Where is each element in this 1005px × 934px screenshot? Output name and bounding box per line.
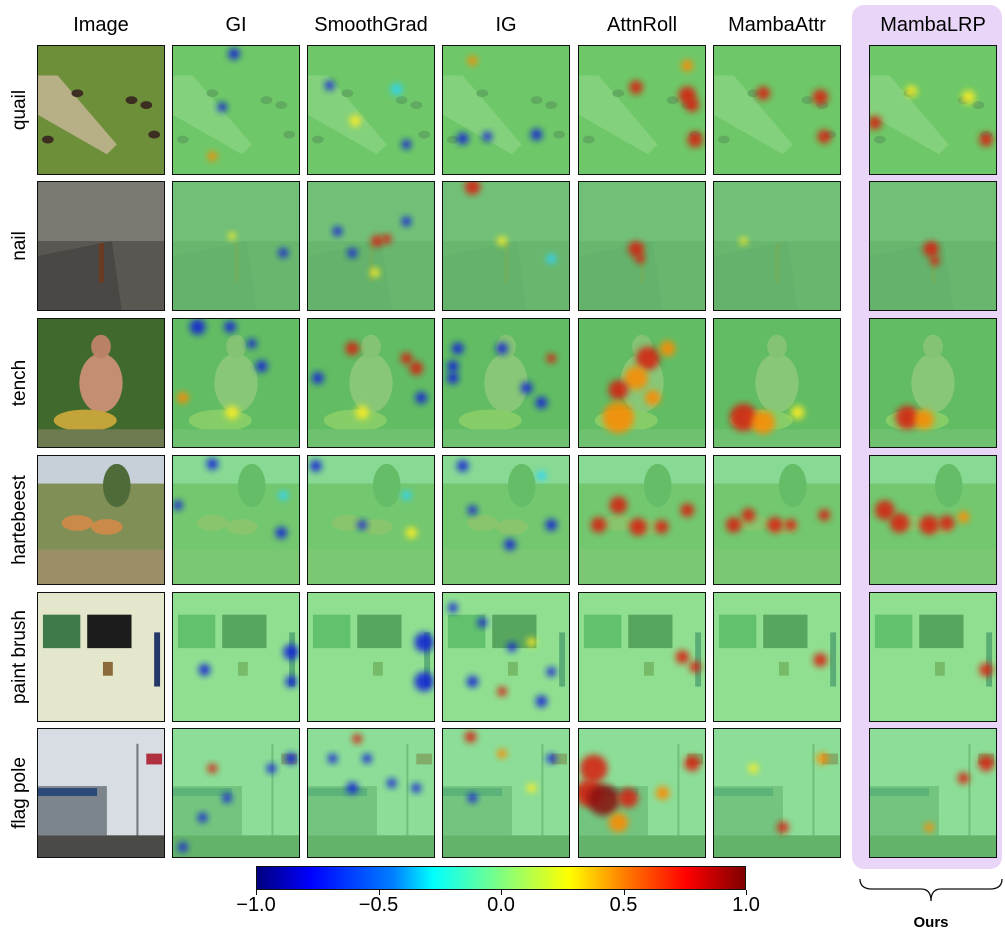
attribution-heatmap <box>307 455 435 585</box>
attribution-heatmap <box>869 728 997 858</box>
attribution-heatmap <box>442 455 570 585</box>
attribution-heatmap <box>442 592 570 722</box>
attribution-heatmap <box>578 455 706 585</box>
attribution-heatmap <box>713 318 841 448</box>
colorbar-tick <box>746 890 747 895</box>
row-label: nail <box>9 231 30 261</box>
input-image-hartebeest <box>37 455 165 585</box>
attribution-heatmap <box>442 318 570 448</box>
colorbar-tick-label: 0.5 <box>609 894 638 916</box>
attribution-heatmap <box>869 318 997 448</box>
attribution-heatmap <box>869 45 997 175</box>
colorbar-tick-label: −1.0 <box>236 894 276 916</box>
attribution-heatmap <box>713 728 841 858</box>
column-header: AttnRoll <box>606 14 678 36</box>
column-header: Image <box>73 14 129 36</box>
colorbar <box>256 866 746 890</box>
colorbar-tick <box>501 890 502 895</box>
attribution-heatmap <box>869 181 997 311</box>
attribution-heatmap <box>578 45 706 175</box>
input-image-flag-pole <box>37 728 165 858</box>
row-label: flag pole <box>9 757 30 829</box>
attribution-heatmap <box>442 728 570 858</box>
attribution-heatmap <box>307 592 435 722</box>
row-label: paint brush <box>9 609 30 705</box>
attribution-heatmap <box>307 181 435 311</box>
attribution-heatmap <box>869 455 997 585</box>
attribution-heatmap <box>307 318 435 448</box>
colorbar-tick <box>256 890 257 895</box>
attribution-heatmap <box>307 728 435 858</box>
colorbar-tick-label: 1.0 <box>732 894 760 916</box>
attribution-heatmap <box>172 592 300 722</box>
column-header: MambaAttr <box>728 14 826 36</box>
attribution-heatmap <box>172 728 300 858</box>
colorbar-tick-label: −0.5 <box>358 894 399 916</box>
colorbar-tick <box>623 890 625 895</box>
ours-brace <box>859 878 1003 902</box>
ours-label: Ours <box>913 914 949 931</box>
column-header: GI <box>225 14 247 36</box>
attribution-heatmap <box>307 45 435 175</box>
row-label: quail <box>9 89 30 131</box>
attribution-heatmap <box>713 455 841 585</box>
attribution-heatmap <box>442 181 570 311</box>
attribution-heatmap <box>442 45 570 175</box>
input-image-quail <box>37 45 165 175</box>
input-image-nail <box>37 181 165 311</box>
row-label: hartebeest <box>9 475 30 565</box>
attribution-heatmap <box>713 592 841 722</box>
column-header: IG <box>495 14 517 36</box>
input-image-paint-brush <box>37 592 165 722</box>
colorbar-tick-label: 0.0 <box>487 894 515 916</box>
colorbar-tick <box>378 890 380 895</box>
column-header: SmoothGrad <box>314 14 428 36</box>
attribution-heatmap <box>172 45 300 175</box>
attribution-heatmap <box>578 181 706 311</box>
attribution-heatmap <box>172 318 300 448</box>
attribution-heatmap <box>713 181 841 311</box>
attribution-heatmap <box>578 318 706 448</box>
attribution-heatmap <box>578 592 706 722</box>
row-label: tench <box>9 359 30 407</box>
attribution-heatmap <box>172 455 300 585</box>
attribution-heatmap <box>713 45 841 175</box>
input-image-tench <box>37 318 165 448</box>
attribution-heatmap <box>869 592 997 722</box>
attribution-heatmap <box>172 181 300 311</box>
column-header: MambaLRP <box>880 14 986 36</box>
attribution-heatmap <box>578 728 706 858</box>
